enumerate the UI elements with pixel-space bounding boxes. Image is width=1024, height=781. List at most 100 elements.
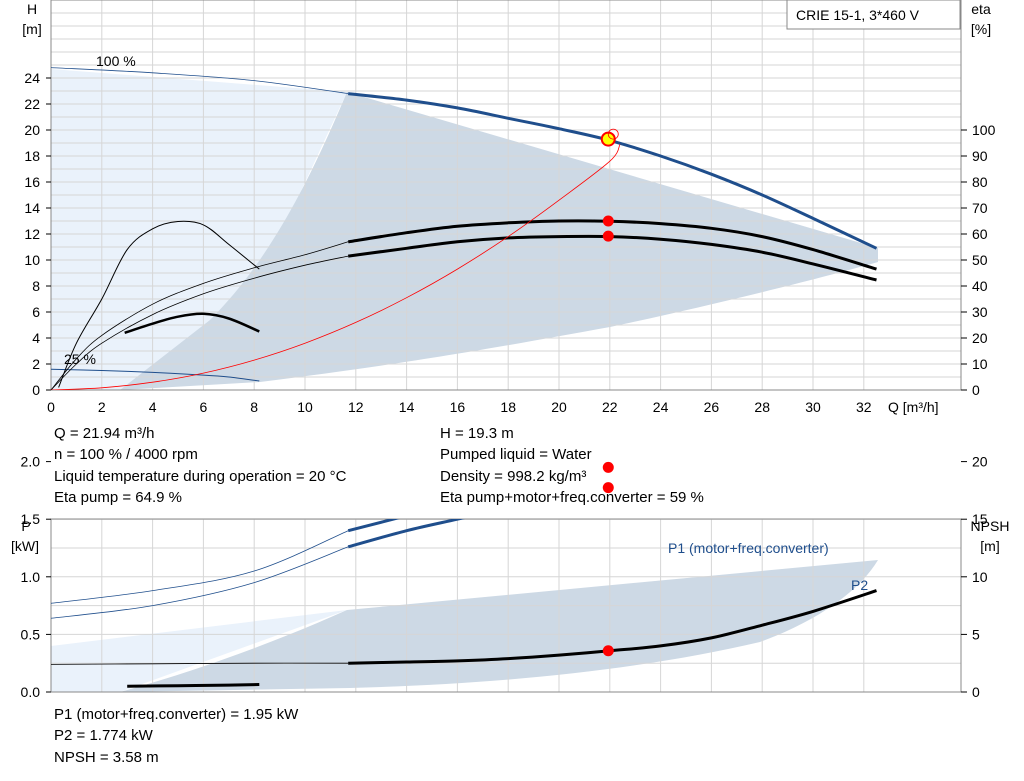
info-line: Liquid temperature during operation = 20… bbox=[54, 467, 347, 485]
h-tick-label: 20 bbox=[24, 122, 40, 138]
top-plot-frame bbox=[50, 0, 962, 391]
curve-top-0-extended bbox=[51, 67, 349, 94]
power-range-region-light bbox=[51, 610, 347, 692]
h-tick-label: 12 bbox=[24, 226, 40, 242]
info-bottom: P1 (motor+freq.converter) = 1.95 kW P2 =… bbox=[54, 704, 298, 768]
p2-series-label: P2 bbox=[851, 577, 868, 593]
curve-bot-2-extended bbox=[51, 662, 349, 665]
p-tick-label: 0.5 bbox=[21, 626, 41, 642]
info-line: P2 = 1.774 kW bbox=[54, 727, 153, 745]
x-tick-label: 16 bbox=[450, 399, 466, 415]
eta-tick-label: 50 bbox=[972, 252, 988, 268]
h-tick-label: 10 bbox=[24, 252, 40, 268]
p1-series-label: P1 (motor+freq.converter) bbox=[668, 540, 829, 556]
x-tick-label: 10 bbox=[297, 399, 313, 415]
h-tick-label: 6 bbox=[32, 304, 40, 320]
h-tick-label: 14 bbox=[24, 200, 40, 216]
npsh-tick-label: 10 bbox=[972, 569, 988, 585]
eta-axis-unit: [%] bbox=[971, 21, 991, 37]
eta-tick-label: 80 bbox=[972, 174, 988, 190]
x-tick-label: 0 bbox=[47, 399, 55, 415]
x-tick-label: 6 bbox=[200, 399, 208, 415]
p-axis-label: P bbox=[21, 518, 30, 534]
x-tick-label: 14 bbox=[399, 399, 415, 415]
eta-marker bbox=[602, 215, 614, 227]
h-tick-label: 24 bbox=[24, 70, 40, 86]
system-curve-end-marker bbox=[607, 128, 619, 140]
info-line: Eta pump+motor+freq.converter = 59 % bbox=[440, 488, 704, 506]
operating-range-region bbox=[51, 69, 347, 390]
npsh-axis-unit: [m] bbox=[980, 538, 999, 554]
npsh-axis-label: NPSH bbox=[971, 518, 1010, 534]
power-marker bbox=[602, 461, 614, 473]
curve-bot-3 bbox=[127, 683, 260, 688]
npsh-tick-label: 15 bbox=[972, 511, 988, 527]
h-axis-label: H bbox=[27, 1, 37, 17]
h-tick-label: 16 bbox=[24, 174, 40, 190]
info-line: Q = 21.94 m³/h bbox=[54, 425, 155, 442]
x-tick-label: 22 bbox=[602, 399, 618, 415]
x-tick-label: 12 bbox=[348, 399, 364, 415]
curve-bot-0-extended bbox=[51, 530, 349, 604]
p-axis-unit: [kW] bbox=[11, 538, 39, 554]
curve-top-6 bbox=[51, 144, 621, 390]
power-range-region bbox=[120, 560, 878, 692]
eta-axis-label: eta bbox=[971, 1, 991, 17]
info-line: n = 100 % / 4000 rpm bbox=[54, 446, 198, 464]
info-line: Pumped liquid = Water bbox=[440, 446, 592, 464]
curve-top-3-extended bbox=[51, 255, 349, 390]
curve-top-4 bbox=[58, 220, 260, 388]
h-tick-label: 22 bbox=[24, 96, 40, 112]
info-line: Density = 998.2 kg/m³ bbox=[440, 467, 587, 485]
bottom-plot-frame bbox=[50, 518, 962, 693]
x-tick-label: 32 bbox=[856, 399, 872, 415]
q-axis-label: Q [m³/h] bbox=[888, 399, 939, 415]
p-tick-label: 1.5 bbox=[21, 511, 41, 527]
h-tick-label: 4 bbox=[32, 330, 40, 346]
p-tick-label: 1.0 bbox=[21, 569, 41, 585]
x-tick-label: 24 bbox=[653, 399, 669, 415]
curve-bot-1 bbox=[347, 519, 466, 549]
min-speed-label: 25 % bbox=[64, 351, 96, 367]
eta-tick-label: 10 bbox=[972, 356, 988, 372]
x-tick-label: 28 bbox=[754, 399, 770, 415]
info-line: NPSH = 3.58 m bbox=[54, 748, 159, 766]
curve-top-2-extended bbox=[51, 241, 349, 390]
full-speed-label: 100 % bbox=[96, 53, 136, 69]
curve-bot-1-extended bbox=[51, 546, 349, 619]
info-line: Eta pump = 64.9 % bbox=[54, 488, 182, 506]
eta-tick-label: 0 bbox=[972, 382, 980, 398]
top-grid bbox=[50, 0, 961, 390]
info-top-right: H = 19.3 m Pumped liquid = Water Density… bbox=[440, 423, 704, 508]
p-tick-label: 2.0 bbox=[21, 454, 41, 470]
npsh-tick-label: 20 bbox=[972, 454, 988, 470]
p-tick-label: 0.0 bbox=[21, 684, 41, 700]
eta-tick-label: 60 bbox=[972, 226, 988, 242]
curve-top-1 bbox=[51, 368, 260, 382]
chart-title: CRIE 15-1, 3*460 V bbox=[796, 7, 920, 23]
eta-tick-label: 30 bbox=[972, 304, 988, 320]
x-tick-label: 30 bbox=[805, 399, 821, 415]
npsh-tick-label: 5 bbox=[972, 626, 980, 642]
h-tick-label: 0 bbox=[32, 382, 40, 398]
chart-title-box bbox=[786, 0, 961, 30]
power-marker bbox=[602, 645, 614, 657]
h-axis-unit: [m] bbox=[22, 21, 41, 37]
npsh-tick-label: 0 bbox=[972, 684, 980, 700]
x-tick-label: 26 bbox=[704, 399, 720, 415]
eta-marker bbox=[602, 230, 614, 242]
h-tick-label: 18 bbox=[24, 148, 40, 164]
h-tick-label: 8 bbox=[32, 278, 40, 294]
variable-speed-region bbox=[120, 92, 878, 390]
eta-tick-label: 100 bbox=[972, 122, 996, 138]
h-tick-label: 2 bbox=[32, 356, 40, 372]
x-tick-label: 18 bbox=[500, 399, 516, 415]
info-line: P1 (motor+freq.converter) = 1.95 kW bbox=[54, 706, 299, 723]
eta-tick-label: 20 bbox=[972, 330, 988, 346]
power-marker bbox=[602, 482, 614, 494]
eta-tick-label: 70 bbox=[972, 200, 988, 216]
curve-top-5 bbox=[124, 312, 260, 334]
info-line: H = 19.3 m bbox=[440, 425, 514, 442]
info-top-left: Q = 21.94 m³/h n = 100 % / 4000 rpm Liqu… bbox=[54, 423, 346, 508]
x-tick-label: 8 bbox=[250, 399, 258, 415]
